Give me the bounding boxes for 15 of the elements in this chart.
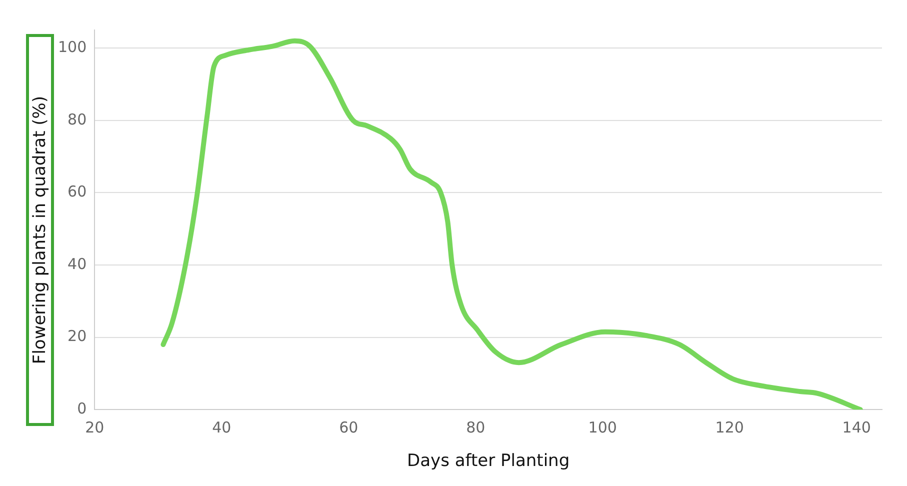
x-tick-label: 140 [842, 418, 871, 436]
y-axis-title: Flowering plants in quadrat (%) [30, 96, 50, 364]
x-tick-label: 80 [466, 418, 486, 436]
y-tick-label: 60 [68, 182, 87, 201]
x-tick-label: 40 [212, 418, 232, 436]
x-tick-label: 100 [588, 418, 617, 436]
x-tick-label: 60 [339, 418, 358, 436]
x-tick-label: 120 [715, 418, 744, 436]
x-axis-title: Days after Planting [407, 451, 570, 472]
x-tick-label: 20 [85, 418, 104, 436]
y-tick-label: 40 [68, 254, 87, 273]
y-tick-label: 100 [58, 38, 87, 56]
y-tick-label: 20 [68, 327, 87, 346]
y-tick-label: 80 [68, 110, 87, 128]
y-tick-label: 0 [77, 399, 87, 418]
